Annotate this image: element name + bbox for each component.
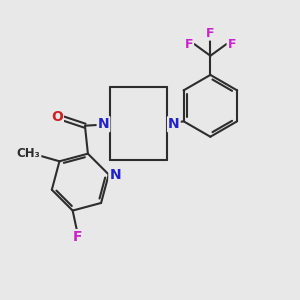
Text: F: F (228, 38, 236, 50)
Text: F: F (184, 38, 193, 50)
Text: N: N (98, 117, 109, 131)
Text: N: N (110, 167, 121, 182)
Text: O: O (51, 110, 63, 124)
Text: N: N (168, 117, 180, 131)
Text: F: F (72, 230, 82, 244)
Text: F: F (206, 27, 214, 40)
Text: CH₃: CH₃ (17, 147, 40, 161)
